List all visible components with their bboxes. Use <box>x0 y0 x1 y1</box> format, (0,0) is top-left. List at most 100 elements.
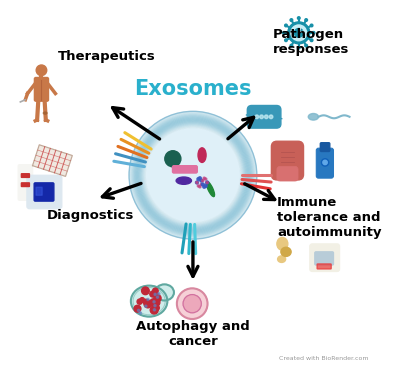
FancyBboxPatch shape <box>310 244 340 272</box>
FancyBboxPatch shape <box>21 174 30 177</box>
Circle shape <box>177 288 208 319</box>
Circle shape <box>138 309 140 311</box>
Circle shape <box>150 291 156 297</box>
Circle shape <box>200 179 203 182</box>
Circle shape <box>137 299 142 304</box>
Ellipse shape <box>281 247 291 256</box>
Circle shape <box>158 293 160 295</box>
Circle shape <box>154 295 161 302</box>
FancyBboxPatch shape <box>272 141 304 180</box>
Circle shape <box>36 65 47 76</box>
Circle shape <box>310 39 313 42</box>
Ellipse shape <box>308 114 318 120</box>
Circle shape <box>312 31 315 34</box>
Text: Exosomes: Exosomes <box>134 78 252 99</box>
Circle shape <box>323 160 327 165</box>
Circle shape <box>291 25 307 41</box>
Circle shape <box>153 309 156 311</box>
Circle shape <box>264 115 268 119</box>
FancyBboxPatch shape <box>317 264 331 269</box>
Circle shape <box>202 180 204 182</box>
Circle shape <box>196 181 198 184</box>
Circle shape <box>197 178 200 181</box>
Circle shape <box>147 298 149 300</box>
Circle shape <box>142 287 149 295</box>
Circle shape <box>183 295 201 313</box>
Text: Immune
tolerance and
autoimmunity: Immune tolerance and autoimmunity <box>277 196 381 239</box>
Circle shape <box>153 292 158 297</box>
Circle shape <box>199 186 201 188</box>
Circle shape <box>205 178 207 180</box>
Circle shape <box>203 185 206 188</box>
Circle shape <box>285 24 287 27</box>
Circle shape <box>156 296 159 298</box>
Circle shape <box>285 39 287 42</box>
Circle shape <box>255 115 259 119</box>
Text: Diagnostics: Diagnostics <box>47 209 134 222</box>
Ellipse shape <box>198 148 206 162</box>
FancyBboxPatch shape <box>34 183 54 201</box>
FancyBboxPatch shape <box>277 166 298 181</box>
Circle shape <box>201 183 204 186</box>
Ellipse shape <box>131 285 167 317</box>
Circle shape <box>139 312 142 314</box>
Circle shape <box>310 24 313 27</box>
Circle shape <box>165 151 181 167</box>
FancyBboxPatch shape <box>21 183 30 187</box>
Circle shape <box>152 288 158 294</box>
FancyBboxPatch shape <box>18 165 33 200</box>
Circle shape <box>146 129 240 222</box>
Circle shape <box>203 177 205 179</box>
Circle shape <box>204 184 207 187</box>
Circle shape <box>143 299 148 304</box>
Text: Pathogen
responses: Pathogen responses <box>273 28 350 56</box>
Circle shape <box>206 181 208 184</box>
Circle shape <box>298 46 300 49</box>
FancyBboxPatch shape <box>247 105 281 128</box>
Circle shape <box>290 44 293 47</box>
Text: Created with BioRender.com: Created with BioRender.com <box>279 356 368 361</box>
Ellipse shape <box>206 181 214 197</box>
Circle shape <box>150 306 158 314</box>
Circle shape <box>154 293 156 295</box>
Circle shape <box>305 19 308 22</box>
Circle shape <box>145 305 147 307</box>
Circle shape <box>206 181 209 184</box>
Text: Therapeutics: Therapeutics <box>58 50 156 63</box>
Ellipse shape <box>155 284 174 300</box>
Ellipse shape <box>176 177 192 184</box>
FancyBboxPatch shape <box>315 252 334 265</box>
Circle shape <box>269 115 273 119</box>
FancyBboxPatch shape <box>36 187 42 195</box>
FancyBboxPatch shape <box>320 143 330 151</box>
Circle shape <box>153 301 155 303</box>
Circle shape <box>154 304 156 307</box>
Circle shape <box>283 31 285 34</box>
Circle shape <box>288 22 310 44</box>
Circle shape <box>322 159 329 166</box>
Ellipse shape <box>278 256 286 262</box>
Circle shape <box>197 185 200 187</box>
Circle shape <box>260 115 263 119</box>
Circle shape <box>144 300 152 308</box>
FancyBboxPatch shape <box>34 77 48 101</box>
Circle shape <box>134 305 141 312</box>
Circle shape <box>294 28 303 37</box>
Circle shape <box>305 44 308 47</box>
Polygon shape <box>32 145 72 176</box>
Circle shape <box>290 19 293 22</box>
Circle shape <box>152 299 160 306</box>
FancyBboxPatch shape <box>172 166 197 173</box>
Circle shape <box>140 297 144 302</box>
Circle shape <box>196 181 198 184</box>
Ellipse shape <box>277 237 288 250</box>
Circle shape <box>198 177 201 180</box>
Circle shape <box>150 299 157 306</box>
Text: Autophagy and
cancer: Autophagy and cancer <box>136 320 250 348</box>
Ellipse shape <box>43 112 47 114</box>
Circle shape <box>153 305 159 311</box>
FancyBboxPatch shape <box>316 148 334 178</box>
Circle shape <box>200 183 202 185</box>
Circle shape <box>298 17 300 19</box>
FancyBboxPatch shape <box>27 175 62 209</box>
